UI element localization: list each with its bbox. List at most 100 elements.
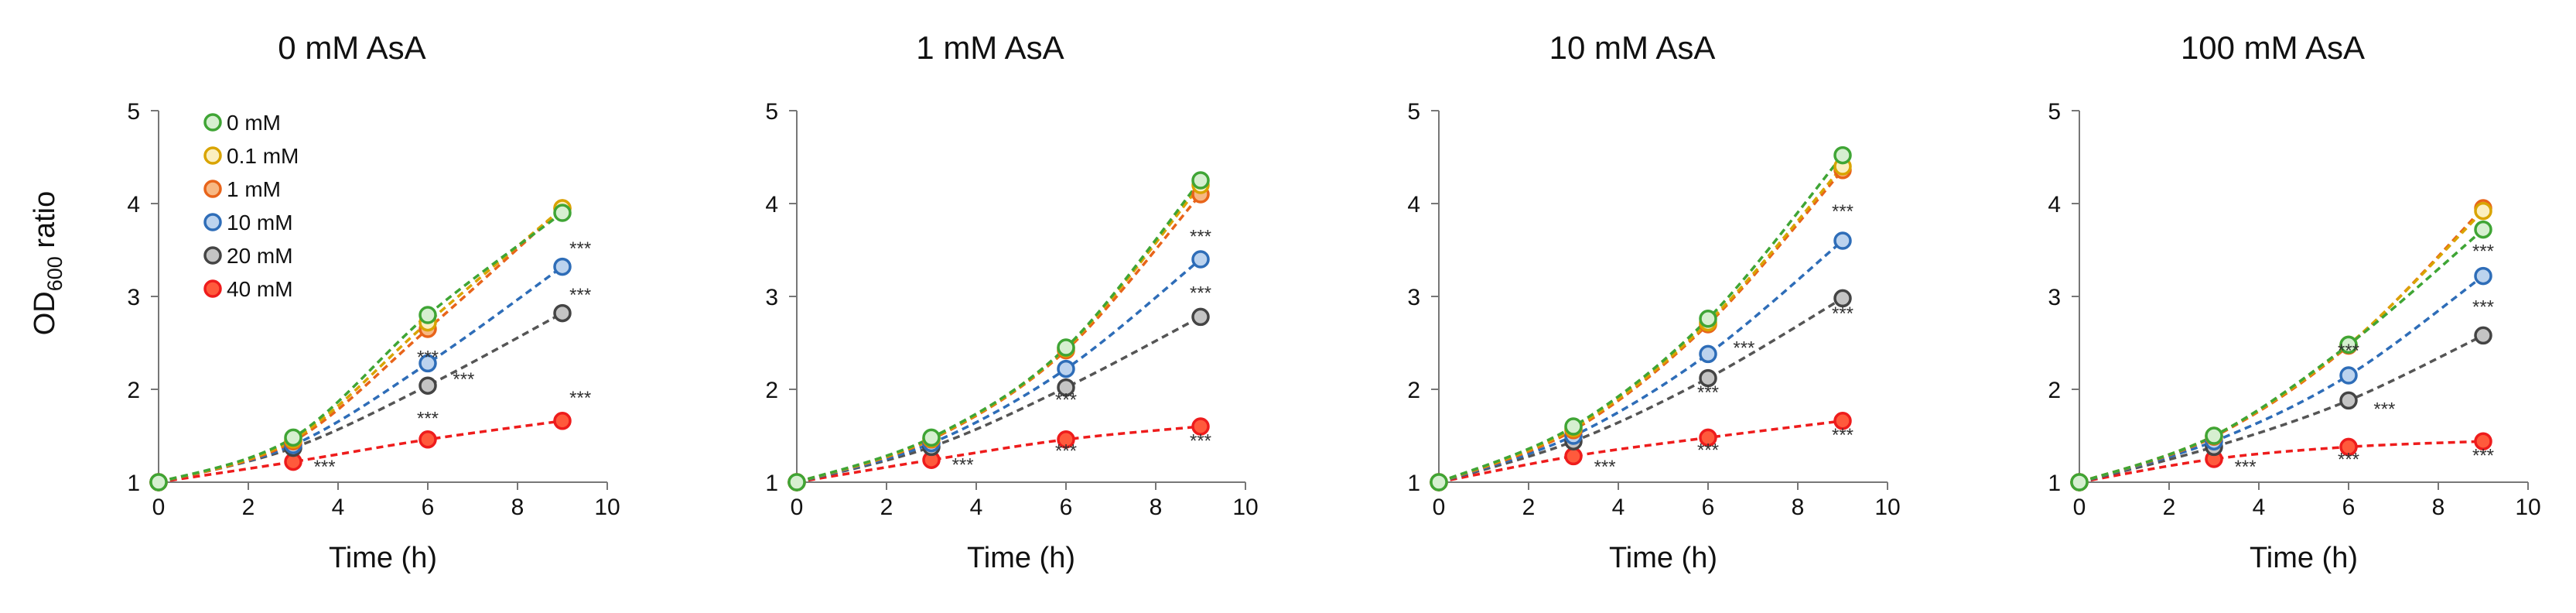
legend-label: 1 mM bbox=[227, 177, 281, 201]
data-point bbox=[1057, 430, 1075, 449]
data-point bbox=[419, 430, 437, 449]
x-axis-label: Time (h) bbox=[329, 542, 437, 574]
x-tick-label: 2 bbox=[242, 495, 255, 520]
significance-marker: *** bbox=[1190, 430, 1211, 451]
series-line-40mM bbox=[796, 425, 1201, 484]
y-tick-label: 4 bbox=[1407, 192, 1420, 217]
legend-marker bbox=[203, 113, 222, 132]
y-tick-label: 2 bbox=[765, 378, 778, 403]
data-point bbox=[553, 257, 572, 276]
x-tick-label: 8 bbox=[2432, 495, 2445, 520]
series-line-1mM bbox=[796, 193, 1202, 484]
series-line-0mM bbox=[1438, 154, 1844, 484]
significance-marker: *** bbox=[417, 409, 439, 430]
x-tick-label: 6 bbox=[422, 495, 435, 520]
series-line-1mM bbox=[158, 207, 564, 484]
legend-marker bbox=[203, 146, 222, 165]
data-point bbox=[1191, 307, 1210, 327]
y-axis-label-main: OD bbox=[29, 291, 61, 335]
legend-label: 10 mM bbox=[227, 211, 293, 235]
data-point bbox=[1699, 310, 1717, 328]
series-line-1mM bbox=[2079, 207, 2485, 484]
series-line-40mM bbox=[158, 420, 563, 484]
data-point bbox=[1057, 378, 1075, 397]
significance-marker: *** bbox=[1190, 283, 1211, 304]
data-point bbox=[553, 303, 572, 323]
data-point bbox=[2070, 473, 2089, 491]
legend-label: 20 mM bbox=[227, 244, 293, 268]
y-tick-label: 1 bbox=[127, 471, 140, 496]
data-point bbox=[2474, 220, 2492, 239]
x-axis-label: Time (h) bbox=[2250, 542, 2358, 574]
y-tick-label: 1 bbox=[2048, 471, 2061, 496]
data-point bbox=[1191, 417, 1210, 436]
x-tick-label: 4 bbox=[1612, 495, 1625, 520]
panel-title: 100 mM AsA bbox=[2181, 29, 2365, 66]
panel-1: 0 mM AsA 1 2 3 4 5 0 2 4 6 8 10 Time (h) *** *** *** ***… bbox=[127, 29, 620, 574]
data-point bbox=[922, 428, 941, 447]
data-point bbox=[2339, 366, 2358, 385]
data-point bbox=[419, 354, 437, 373]
data-point bbox=[1833, 289, 1852, 308]
legend-marker bbox=[203, 213, 222, 231]
x-tick-label: 6 bbox=[2342, 495, 2356, 520]
data-point bbox=[2339, 391, 2358, 410]
x-tick-label: 0 bbox=[1433, 495, 1446, 520]
data-point bbox=[1833, 146, 1852, 165]
significance-marker: *** bbox=[569, 388, 591, 409]
x-tick-label: 0 bbox=[791, 495, 804, 520]
series-line-20mM bbox=[1438, 296, 1843, 484]
data-point bbox=[419, 306, 437, 324]
y-tick-label: 3 bbox=[1407, 285, 1420, 310]
y-tick-label: 1 bbox=[1407, 471, 1420, 496]
series-line-10mM bbox=[1438, 239, 1844, 484]
data-point bbox=[1057, 338, 1075, 357]
y-tick-label: 2 bbox=[1407, 378, 1420, 403]
series-line-10mM bbox=[2079, 275, 2485, 484]
data-point bbox=[1833, 412, 1852, 430]
legend-label: 0.1 mM bbox=[227, 144, 299, 168]
legend-marker bbox=[203, 180, 222, 198]
y-tick-label: 1 bbox=[765, 471, 778, 496]
y-tick-label: 3 bbox=[127, 285, 140, 310]
significance-marker: *** bbox=[2338, 449, 2359, 470]
series-line-10mM bbox=[158, 265, 564, 484]
x-tick-label: 10 bbox=[1232, 495, 1258, 520]
legend-marker bbox=[203, 279, 222, 298]
series-line-20mM bbox=[796, 315, 1201, 484]
x-tick-label: 8 bbox=[1792, 495, 1805, 520]
legend-marker bbox=[203, 246, 222, 265]
significance-marker: *** bbox=[1055, 390, 1077, 411]
series-line-0mM bbox=[2079, 228, 2485, 484]
y-tick-label: 2 bbox=[127, 378, 140, 403]
significance-marker: *** bbox=[569, 238, 591, 259]
data-point bbox=[1699, 428, 1717, 447]
legend-label: 0 mM bbox=[227, 111, 281, 135]
series-line-10mM bbox=[796, 258, 1202, 484]
data-point bbox=[1057, 359, 1075, 378]
series-line-01mM bbox=[2079, 210, 2485, 484]
significance-marker: *** bbox=[1733, 337, 1754, 358]
data-point bbox=[1699, 344, 1717, 364]
y-tick-label: 4 bbox=[2048, 192, 2061, 217]
data-point bbox=[1564, 417, 1583, 436]
data-point bbox=[1191, 250, 1210, 269]
x-tick-label: 6 bbox=[1060, 495, 1073, 520]
series-line-01mM bbox=[796, 183, 1202, 484]
significance-marker: *** bbox=[417, 347, 439, 368]
data-point bbox=[2339, 437, 2358, 457]
panel-3: 10 mM AsA 1 2 3 4 5 0 2 4 6 8 10 Time (h) *** *** *** **… bbox=[1407, 29, 1900, 574]
panel-title: 1 mM AsA bbox=[916, 29, 1064, 66]
x-tick-label: 10 bbox=[594, 495, 620, 520]
series-line-0mM bbox=[796, 179, 1202, 484]
data-point bbox=[284, 428, 302, 447]
panel-4: 100 mM AsA 1 2 3 4 5 0 2 4 6 8 10 Time (h) *** *** *** *… bbox=[2048, 29, 2540, 574]
x-tick-label: 6 bbox=[1702, 495, 1715, 520]
panel-title: 10 mM AsA bbox=[1549, 29, 1716, 66]
significance-marker: *** bbox=[1832, 201, 1853, 222]
y-tick-label: 5 bbox=[2048, 99, 2061, 125]
data-point bbox=[149, 473, 168, 491]
data-point bbox=[1430, 473, 1448, 491]
legend-label: 40 mM bbox=[227, 277, 293, 301]
